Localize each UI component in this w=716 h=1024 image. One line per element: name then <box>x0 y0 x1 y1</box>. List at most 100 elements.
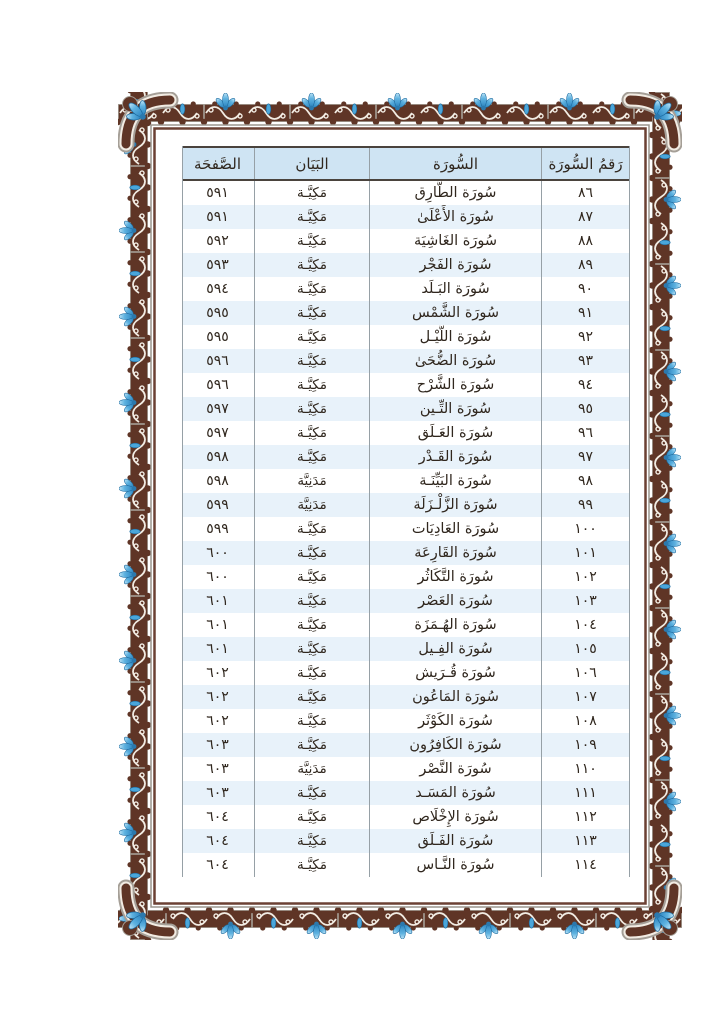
surah-number-cell: ٩٩ <box>541 493 629 517</box>
page-number-cell: ٥٩٩ <box>206 497 229 513</box>
revelation-type-cell: مَكِيَّـة <box>254 829 369 853</box>
surah-number-cell: ١٠٦ <box>541 661 629 685</box>
surah-name-cell: سُورَة الشَّمْس <box>369 301 541 325</box>
table-row: ٨٨ سُورَة الغَاشِيَة مَكِيَّـة ٥٩٢ <box>183 229 629 253</box>
revelation-type-cell: مَكِيَّـة <box>254 301 369 325</box>
surah-number-cell: ٨٧ <box>541 205 629 229</box>
table-row: ٩٢ سُورَة اللَّيْـل مَكِيَّـة ٥٩٥ <box>183 325 629 349</box>
surah-name-cell: سُورَة التَّكَاثُر <box>369 565 541 589</box>
surah-name-cell: سُورَة الضُّحَىٰ <box>369 349 541 373</box>
table-row: ١٠٠ سُورَة العَادِيَات مَكِيَّـة ٥٩٩ <box>183 517 629 541</box>
surah-number-cell: ٩١ <box>541 301 629 325</box>
table-body: ٨٦ سُورَة الطَّارِق مَكِيَّـة ٥٩١ ٨٧ سُو… <box>183 181 629 877</box>
page-number-cell: ٦٠٢ <box>206 689 229 705</box>
table-row: ٩٦ سُورَة العَـلَق مَكِيَّـة ٥٩٧ <box>183 421 629 445</box>
revelation-type-cell: مَكِيَّـة <box>254 277 369 301</box>
page-number-cell: ٦٠٠ <box>206 545 229 561</box>
surah-number-cell: ١٠٨ <box>541 709 629 733</box>
revelation-type-cell: مَدَنِيَّة <box>254 493 369 517</box>
table-row: ١٠٧ سُورَة المَاعُون مَكِيَّـة ٦٠٢ <box>183 685 629 709</box>
surah-number-cell: ١١٣ <box>541 829 629 853</box>
page-number-cell: ٦٠١ <box>206 617 229 633</box>
page-number-cell: ٥٩٩ <box>206 521 229 537</box>
table-row: ٨٦ سُورَة الطَّارِق مَكِيَّـة ٥٩١ <box>183 181 629 205</box>
table-row: ٩١ سُورَة الشَّمْس مَكِيَّـة ٥٩٥ <box>183 301 629 325</box>
table-row: ٨٧ سُورَة الأَعْلَىٰ مَكِيَّـة ٥٩١ <box>183 205 629 229</box>
surah-name-cell: سُورَة الأَعْلَىٰ <box>369 205 541 229</box>
surah-number-cell: ١٠٩ <box>541 733 629 757</box>
surah-index-table: رَقمُ السُّورَة السُّورَة البَيَان الصَّ… <box>182 146 630 877</box>
surah-name-cell: سُورَة قُـرَيش <box>369 661 541 685</box>
revelation-type-cell: مَكِيَّـة <box>254 253 369 277</box>
surah-name-cell: سُورَة النَّصْر <box>369 757 541 781</box>
table-row: ١١٢ سُورَة الإِخْلَاص مَكِيَّـة ٦٠٤ <box>183 805 629 829</box>
surah-name-cell: سُورَة الكَافِرُون <box>369 733 541 757</box>
table-row: ٩٨ سُورَة البَيِّنَـة مَدَنِيَّة ٥٩٨ <box>183 469 629 493</box>
page-number-cell: ٦٠٢ <box>206 665 229 681</box>
revelation-type-cell: مَكِيَّـة <box>254 637 369 661</box>
table-row: ١٠٣ سُورَة العَصْر مَكِيَّـة ٦٠١ <box>183 589 629 613</box>
surah-name-cell: سُورَة الطَّارِق <box>369 181 541 205</box>
surah-name-cell: سُورَة الغَاشِيَة <box>369 229 541 253</box>
revelation-type-cell: مَكِيَّـة <box>254 685 369 709</box>
revelation-type-cell: مَكِيَّـة <box>254 517 369 541</box>
revelation-type-cell: مَدَنِيَّة <box>254 469 369 493</box>
page-number-cell: ٥٩٤ <box>206 281 229 297</box>
page-number-cell: ٦٠٠ <box>206 569 229 585</box>
revelation-type-cell: مَكِيَّـة <box>254 325 369 349</box>
surah-number-cell: ١٠٣ <box>541 589 629 613</box>
page-number-cell: ٦٠١ <box>206 641 229 657</box>
table-row: ١١٠ سُورَة النَّصْر مَدَنِيَّة ٦٠٣ <box>183 757 629 781</box>
page-number-cell: ٦٠٣ <box>206 785 229 801</box>
surah-name-cell: سُورَة اللَّيْـل <box>369 325 541 349</box>
table-header-row: رَقمُ السُّورَة السُّورَة البَيَان الصَّ… <box>183 146 629 181</box>
revelation-type-cell: مَكِيَّـة <box>254 733 369 757</box>
table-row: ١٠١ سُورَة القَارِعَة مَكِيَّـة ٦٠٠ <box>183 541 629 565</box>
surah-number-cell: ١١٢ <box>541 805 629 829</box>
page-number-cell: ٦٠٣ <box>206 737 229 753</box>
surah-name-cell: سُورَة العَادِيَات <box>369 517 541 541</box>
revelation-type-cell: مَكِيَّـة <box>254 781 369 805</box>
surah-number-cell: ١٠٧ <box>541 685 629 709</box>
table-row: ١١٣ سُورَة الفَـلَق مَكِيَّـة ٦٠٤ <box>183 829 629 853</box>
revelation-type-cell: مَكِيَّـة <box>254 373 369 397</box>
table-row: ١٠٨ سُورَة الكَوْثَر مَكِيَّـة ٦٠٢ <box>183 709 629 733</box>
revelation-type-cell: مَكِيَّـة <box>254 661 369 685</box>
table-row: ٩٣ سُورَة الضُّحَىٰ مَكِيَّـة ٥٩٦ <box>183 349 629 373</box>
page-number-cell: ٥٩١ <box>206 185 229 201</box>
page-number-cell: ٥٩٣ <box>206 257 229 273</box>
surah-number-cell: ٩٢ <box>541 325 629 349</box>
surah-name-cell: سُورَة المَاعُون <box>369 685 541 709</box>
revelation-type-cell: مَدَنِيَّة <box>254 757 369 781</box>
revelation-type-cell: مَكِيَّـة <box>254 181 369 205</box>
revelation-type-cell: مَكِيَّـة <box>254 613 369 637</box>
surah-name-cell: سُورَة الهُـمَزَة <box>369 613 541 637</box>
table-row: ١٠٢ سُورَة التَّكَاثُر مَكِيَّـة ٦٠٠ <box>183 565 629 589</box>
revelation-type-cell: مَكِيَّـة <box>254 421 369 445</box>
page-number-cell: ٥٩١ <box>206 209 229 225</box>
page-number-cell: ٥٩٧ <box>206 401 229 417</box>
page-number-cell: ٥٩٢ <box>206 233 229 249</box>
surah-number-cell: ٩٤ <box>541 373 629 397</box>
page-number-cell: ٥٩٨ <box>206 473 229 489</box>
surah-number-cell: ٩٥ <box>541 397 629 421</box>
surah-number-cell: ١٠١ <box>541 541 629 565</box>
revelation-type-cell: مَكِيَّـة <box>254 445 369 469</box>
page-number-cell: ٥٩٦ <box>206 353 229 369</box>
page-number-cell: ٦٠٢ <box>206 713 229 729</box>
surah-number-cell: ١١٤ <box>541 853 629 877</box>
surah-number-cell: ٩٣ <box>541 349 629 373</box>
surah-number-cell: ٩٨ <box>541 469 629 493</box>
surah-name-cell: سُورَة الشَّرْح <box>369 373 541 397</box>
revelation-type-cell: مَكِيَّـة <box>254 805 369 829</box>
header-surah-name: السُّورَة <box>369 148 541 179</box>
table-row: ٩٠ سُورَة البَـلَد مَكِيَّـة ٥٩٤ <box>183 277 629 301</box>
page-number-cell: ٥٩٦ <box>206 377 229 393</box>
table-row: ٩٥ سُورَة التِّـين مَكِيَّـة ٥٩٧ <box>183 397 629 421</box>
table-row: ١٠٩ سُورَة الكَافِرُون مَكِيَّـة ٦٠٣ <box>183 733 629 757</box>
surah-number-cell: ١١٠ <box>541 757 629 781</box>
table-row: ٩٩ سُورَة الزَّلْـزَلَة مَدَنِيَّة ٥٩٩ <box>183 493 629 517</box>
page-number-cell: ٦٠٤ <box>206 833 229 849</box>
page-number-cell: ٥٩٨ <box>206 449 229 465</box>
surah-name-cell: سُورَة التِّـين <box>369 397 541 421</box>
